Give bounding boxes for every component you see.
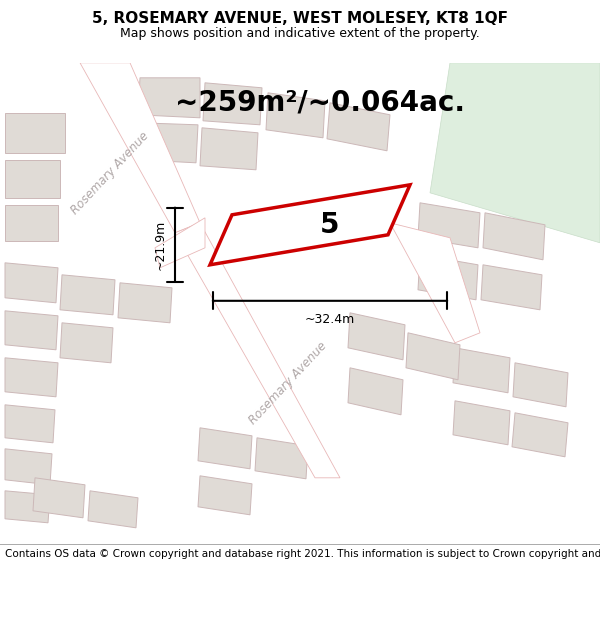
Polygon shape [5, 160, 60, 198]
Polygon shape [5, 205, 58, 241]
Polygon shape [481, 265, 542, 310]
Polygon shape [175, 222, 340, 478]
Text: 5: 5 [320, 211, 340, 239]
Polygon shape [198, 476, 252, 515]
Polygon shape [60, 275, 115, 315]
Polygon shape [406, 332, 460, 380]
Polygon shape [453, 401, 510, 445]
Polygon shape [88, 491, 138, 528]
Polygon shape [118, 282, 172, 322]
Polygon shape [138, 78, 200, 118]
Polygon shape [5, 112, 65, 152]
Polygon shape [200, 128, 258, 170]
Text: Map shows position and indicative extent of the property.: Map shows position and indicative extent… [120, 28, 480, 41]
Text: ~32.4m: ~32.4m [305, 312, 355, 326]
Polygon shape [5, 262, 58, 302]
Polygon shape [60, 322, 113, 362]
Polygon shape [327, 102, 390, 151]
Text: Rosemary Avenue: Rosemary Avenue [68, 129, 151, 217]
Polygon shape [5, 405, 55, 442]
Polygon shape [155, 217, 205, 268]
Polygon shape [203, 82, 262, 125]
Polygon shape [513, 362, 568, 407]
Text: 5, ROSEMARY AVENUE, WEST MOLESEY, KT8 1QF: 5, ROSEMARY AVENUE, WEST MOLESEY, KT8 1Q… [92, 11, 508, 26]
Polygon shape [5, 357, 58, 397]
Polygon shape [418, 255, 478, 300]
Polygon shape [33, 478, 85, 518]
Polygon shape [5, 449, 52, 485]
Polygon shape [483, 213, 545, 260]
Polygon shape [418, 202, 480, 248]
Polygon shape [453, 348, 510, 393]
Polygon shape [266, 92, 325, 138]
Polygon shape [210, 185, 410, 265]
Polygon shape [198, 428, 252, 469]
Text: ~21.9m: ~21.9m [154, 219, 167, 270]
Polygon shape [5, 491, 50, 522]
Polygon shape [430, 62, 600, 243]
Polygon shape [348, 312, 405, 360]
Polygon shape [80, 62, 200, 232]
Polygon shape [512, 412, 568, 457]
Polygon shape [390, 222, 480, 343]
Polygon shape [255, 438, 308, 479]
Polygon shape [5, 311, 58, 350]
Polygon shape [348, 368, 403, 415]
Text: Contains OS data © Crown copyright and database right 2021. This information is : Contains OS data © Crown copyright and d… [5, 549, 600, 559]
Text: ~259m²/~0.064ac.: ~259m²/~0.064ac. [175, 89, 465, 117]
Polygon shape [138, 122, 198, 162]
Text: Rosemary Avenue: Rosemary Avenue [247, 339, 329, 427]
